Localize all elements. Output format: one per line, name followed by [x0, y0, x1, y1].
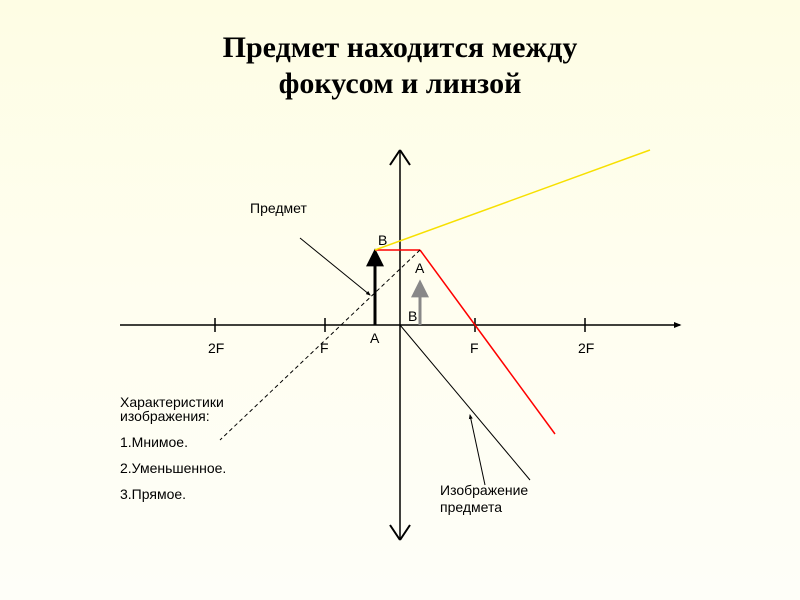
- tick-label-2F-right: 2F: [578, 340, 594, 356]
- ray-black: [400, 325, 530, 480]
- tick-label-F-left: F: [320, 340, 329, 356]
- annot-arrow-predmet: [300, 238, 370, 295]
- annot-image: Изображение предмета: [440, 482, 570, 516]
- tick-label-F-right: F: [470, 340, 479, 356]
- annot-predmet: Предмет: [250, 200, 307, 216]
- annot-arrow-image: [470, 415, 485, 485]
- tick-label-2F-left: 2F: [208, 340, 224, 356]
- label-A-prime: А: [415, 260, 424, 276]
- char-item-1: 1.Мнимое.: [120, 435, 260, 449]
- ray-yellow: [375, 150, 650, 250]
- characteristics-block: Характеристики изображения: 1.Мнимое. 2.…: [120, 395, 260, 501]
- char-item-3: 3.Прямое.: [120, 487, 260, 501]
- label-B: В: [378, 232, 387, 248]
- label-B-prime: В: [408, 308, 417, 324]
- ray-diagram: [0, 0, 800, 600]
- char-item-2: 2.Уменьшенное.: [120, 461, 260, 475]
- ray-red: [375, 250, 555, 434]
- char-header: Характеристики изображения:: [120, 395, 260, 423]
- label-A: А: [370, 330, 379, 346]
